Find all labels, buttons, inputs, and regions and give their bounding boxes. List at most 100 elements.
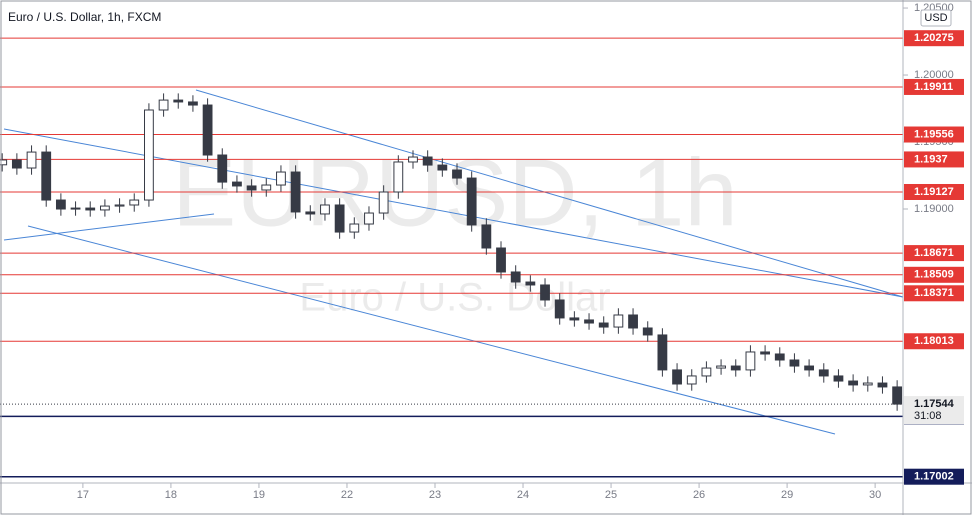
price-level-label-box (904, 126, 964, 143)
candle-body (349, 223, 360, 233)
candle-body (628, 314, 638, 329)
x-tick-label: 17 (77, 489, 89, 501)
trend-lines (3, 89, 904, 435)
candle-body (393, 161, 404, 193)
candle-body (672, 369, 682, 385)
price-level-label: 1.19911 (914, 81, 953, 93)
x-tick-label: 19 (253, 489, 265, 501)
candle-body (276, 171, 286, 186)
candle-body (466, 177, 477, 226)
candle-body (745, 351, 756, 371)
last-price-box (904, 396, 964, 425)
trend-line (3, 128, 904, 298)
candle-body (158, 99, 169, 111)
candle-body (804, 365, 815, 371)
candle-body (686, 375, 697, 385)
candle-body (232, 181, 242, 187)
x-tick-label: 25 (605, 489, 617, 501)
candle-body (378, 191, 389, 214)
y-tick-label: 1.19000 (914, 203, 954, 215)
x-tick-label: 26 (693, 489, 705, 501)
candle-body (437, 164, 448, 171)
candle-body (496, 247, 506, 273)
candle-body (701, 367, 712, 377)
candle-body (99, 205, 110, 211)
price-level-label-box (904, 285, 964, 302)
chart-title: Euro / U.S. Dollar, 1h, FXCM (8, 10, 161, 24)
price-level-label-box (904, 30, 964, 47)
candle-body (0, 159, 8, 166)
candle-body (642, 327, 653, 336)
candle-body (320, 204, 330, 215)
price-level-label: 1.19127 (914, 186, 954, 198)
time-axis-background (0, 483, 903, 515)
watermark-symbol: EURUSD, 1h (172, 139, 738, 246)
price-level-label: 1.18671 (914, 247, 954, 259)
currency-box (920, 9, 952, 27)
price-level-label-box (904, 151, 964, 168)
candle-body (730, 365, 741, 371)
price-level-label: 1.20275 (914, 32, 954, 44)
candle-body (892, 386, 903, 405)
candle-body (598, 322, 609, 328)
candle-body (452, 169, 462, 179)
candle-body (188, 101, 198, 106)
currency: USD (924, 12, 947, 24)
candle-body (173, 99, 184, 103)
trend-line (27, 225, 836, 435)
candle-body (144, 109, 154, 201)
candle-body (760, 351, 770, 355)
candle-body (613, 314, 624, 328)
candle-body (202, 104, 213, 156)
x-tick-label: 23 (429, 489, 441, 501)
price-level-label-box (904, 245, 964, 262)
y-tick-label: 1.20000 (914, 69, 954, 81)
candle-body (657, 334, 668, 371)
candle-body (408, 156, 418, 163)
candle-body (129, 199, 140, 206)
candle-body (11, 159, 22, 169)
candle-body (334, 204, 345, 233)
price-level-label: 1.18509 (914, 269, 954, 281)
candle-body (26, 151, 37, 169)
candle-body (862, 382, 873, 386)
candle-body (833, 375, 844, 382)
candle-body (422, 156, 433, 166)
price-level-label: 1.18371 (914, 287, 954, 299)
x-tick-label: 18 (165, 489, 177, 501)
candle-body (481, 224, 492, 249)
price-level-label-box (904, 333, 964, 350)
price-level-label: 1.19556 (914, 128, 954, 140)
candle-body (41, 151, 52, 201)
candle-body (584, 319, 594, 324)
candle-body (877, 382, 888, 388)
candle-body (789, 359, 800, 367)
price-level-label-box (904, 78, 964, 95)
price-level-label: 1.17002 (914, 471, 954, 483)
candle-body (114, 204, 125, 207)
price-level-label: 1.18013 (914, 335, 954, 347)
candle-body (364, 212, 374, 225)
trend-line (3, 213, 215, 241)
price-level-label-box (904, 183, 964, 200)
candle-body (525, 281, 536, 286)
x-tick-label: 30 (869, 489, 881, 501)
x-tick-label: 22 (341, 489, 353, 501)
x-tick-label: 24 (517, 489, 529, 501)
candle-body (554, 299, 565, 319)
trend-line (195, 89, 904, 298)
candle-body (716, 365, 726, 369)
x-tick-label: 29 (781, 489, 793, 501)
candle-body (848, 380, 859, 386)
candle-body (290, 171, 301, 213)
candle-body (70, 207, 81, 210)
candle-body (246, 185, 257, 191)
candle-body (818, 369, 829, 377)
candle-body (774, 353, 785, 361)
last-price-label: 1.17544 (914, 398, 955, 410)
countdown: 31:08 (914, 410, 942, 422)
candle-body (55, 199, 66, 210)
